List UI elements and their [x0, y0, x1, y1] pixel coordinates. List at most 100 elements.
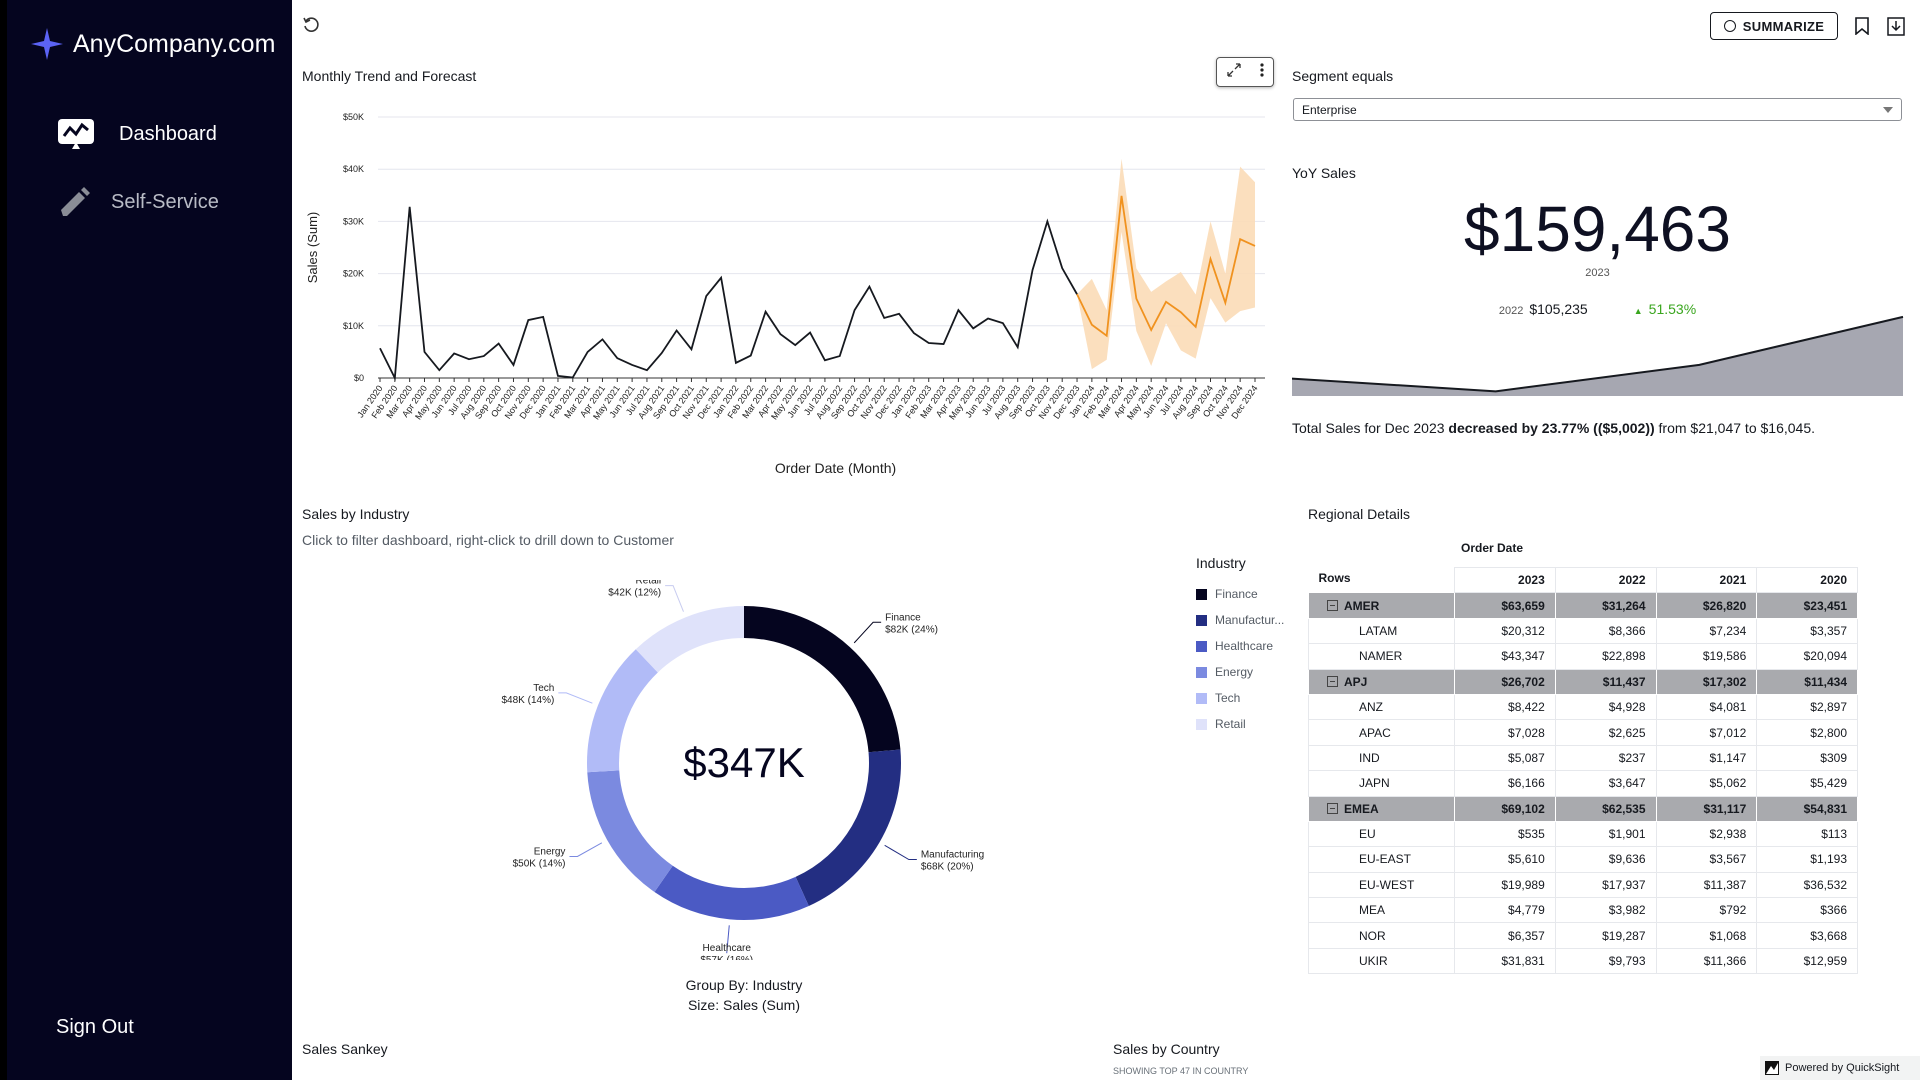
donut-slice-retail[interactable]: [635, 606, 744, 673]
group-by-label: Group By: Industry: [685, 977, 803, 993]
cell: $2,938: [1655, 820, 1758, 848]
table-row[interactable]: JAPN $6,166 $3,647 $5,062 $5,429: [1308, 770, 1858, 797]
kpi-comparison: 2022 $105,235 ▲ 51.53%: [1292, 301, 1903, 317]
row-header: NAMER: [1308, 643, 1455, 670]
cell: $3,357: [1756, 617, 1858, 645]
legend-title: Industry: [1196, 555, 1246, 571]
cell: $62,535: [1554, 795, 1657, 822]
slice-value-label: $82K (24%): [885, 624, 938, 635]
year-header[interactable]: 2021: [1655, 566, 1758, 594]
table-row[interactable]: MEA $4,779 $3,982 $792 $366: [1308, 897, 1858, 924]
table-row[interactable]: LATAM $20,312 $8,366 $7,234 $3,357: [1308, 617, 1858, 645]
table-row-group[interactable]: APJ $26,702 $11,437 $17,302 $11,434: [1308, 668, 1858, 695]
leader-line: [884, 844, 917, 860]
donut-slice-healthcare[interactable]: [654, 865, 809, 920]
table-row[interactable]: NAMER $43,347 $22,898 $19,586 $20,094: [1308, 643, 1858, 670]
sidebar-item-dashboard[interactable]: Dashboard: [57, 118, 217, 150]
narrative-highlight: decreased by 23.77% (($5,002)): [1448, 420, 1655, 436]
table-row[interactable]: EU-WEST $19,989 $17,937 $11,387 $36,532: [1308, 871, 1858, 899]
legend-label: Energy: [1215, 665, 1254, 679]
cell: $31,117: [1655, 795, 1758, 822]
refresh-icon[interactable]: [301, 15, 321, 35]
compare-period: 2022: [1498, 305, 1524, 317]
cell: $11,366: [1655, 947, 1758, 975]
slice-value-label: $57K (16%): [700, 955, 753, 960]
leader-line: [726, 925, 730, 954]
sidebar-label: Dashboard: [119, 122, 217, 145]
cell: $1,147: [1655, 744, 1758, 772]
table-row-group[interactable]: EMEA $69,102 $62,535 $31,117 $54,831: [1308, 795, 1858, 822]
brand-name: AnyCompany.com: [73, 29, 276, 58]
row-header: MEA: [1308, 897, 1455, 924]
sankey-title: Sales Sankey: [302, 1041, 388, 1057]
dashboard-icon: [58, 119, 94, 149]
table-row-group[interactable]: AMER $63,659 $31,264 $26,820 $23,451: [1308, 592, 1858, 619]
segment-dropdown[interactable]: Enterprise: [1293, 98, 1902, 121]
row-header[interactable]: APJ: [1308, 668, 1455, 695]
table-row[interactable]: NOR $6,357 $19,287 $1,068 $3,668: [1308, 922, 1858, 949]
cell: $3,647: [1554, 770, 1657, 797]
up-arrow-icon: ▲: [1633, 306, 1643, 316]
sign-out-link[interactable]: Sign Out: [56, 1016, 134, 1038]
powered-by-badge[interactable]: Powered by QuickSight: [1760, 1056, 1920, 1080]
donut-slice-finance[interactable]: [744, 606, 901, 753]
year-header[interactable]: 2020: [1756, 566, 1858, 594]
trend-title: Monthly Trend and Forecast: [302, 68, 477, 84]
slice-category-label: Energy: [534, 846, 566, 857]
sparkline-line: [1292, 315, 1904, 393]
cell: $4,081: [1655, 693, 1758, 721]
cell: $43,347: [1454, 643, 1556, 670]
cell: $9,636: [1554, 846, 1657, 873]
narrative-text: Total Sales for Dec 2023: [1292, 420, 1449, 436]
y-tick-label: $20K: [343, 269, 364, 279]
cell: $4,928: [1554, 693, 1657, 721]
table-row[interactable]: UKIR $31,831 $9,793 $11,366 $12,959: [1308, 947, 1858, 975]
collapse-icon[interactable]: [1327, 599, 1338, 611]
table-row[interactable]: APAC $7,028 $2,625 $7,012 $2,800: [1308, 719, 1858, 746]
legend-item[interactable]: Retail: [1196, 711, 1284, 737]
more-options-icon[interactable]: [1259, 62, 1265, 83]
sidebar-item-self-service[interactable]: Self-Service: [57, 186, 219, 218]
legend-item[interactable]: Tech: [1196, 685, 1284, 711]
powered-by-text: Powered by QuickSight: [1785, 1062, 1900, 1074]
table-row[interactable]: EU-EAST $5,610 $9,636 $3,567 $1,193: [1308, 846, 1858, 873]
slice-category-label: Healthcare: [703, 943, 752, 954]
row-header[interactable]: EMEA: [1308, 795, 1455, 822]
donut-slice-tech[interactable]: [587, 649, 658, 773]
cell: $11,387: [1655, 871, 1758, 899]
brand-logo[interactable]: AnyCompany.com: [29, 26, 275, 62]
donut-slice-energy[interactable]: [587, 770, 673, 892]
table-row[interactable]: IND $5,087 $237 $1,147 $309: [1308, 744, 1858, 772]
collapse-icon[interactable]: [1327, 802, 1338, 814]
legend-item[interactable]: Energy: [1196, 659, 1284, 685]
cell: $1,193: [1756, 846, 1858, 873]
legend-item[interactable]: Manufactur...: [1196, 607, 1284, 633]
year-header[interactable]: 2023: [1454, 566, 1556, 594]
cell: $366: [1756, 897, 1858, 924]
legend-label: Healthcare: [1215, 639, 1274, 653]
leader-line: [558, 692, 593, 704]
download-icon[interactable]: [1885, 14, 1907, 38]
table-row[interactable]: EU $535 $1,901 $2,938 $113: [1308, 820, 1858, 848]
legend-item[interactable]: Finance: [1196, 581, 1284, 607]
row-header: EU: [1308, 820, 1455, 848]
donut-slice-manufacturing[interactable]: [795, 749, 901, 906]
visual-controls: [1216, 57, 1274, 87]
summarize-button[interactable]: SUMMARIZE: [1710, 12, 1838, 40]
cell: $2,800: [1756, 719, 1858, 746]
legend-item[interactable]: Healthcare: [1196, 633, 1284, 659]
expand-icon[interactable]: [1226, 62, 1242, 83]
sparkle-icon: [31, 28, 63, 60]
bookmark-icon[interactable]: [1852, 14, 1872, 38]
donut-chart[interactable]: Finance$82K (24%) Manufacturing$68K (20%)…: [480, 580, 1020, 960]
y-tick-label: $30K: [343, 216, 364, 226]
forecast-band: [1077, 158, 1255, 370]
year-header[interactable]: 2022: [1554, 566, 1657, 594]
row-header[interactable]: AMER: [1308, 592, 1455, 619]
legend-swatch: [1196, 640, 1207, 652]
table-row[interactable]: ANZ $8,422 $4,928 $4,081 $2,897: [1308, 693, 1858, 721]
cell: $69,102: [1454, 795, 1556, 822]
y-tick-label: $10K: [343, 321, 364, 331]
collapse-icon[interactable]: [1327, 675, 1338, 687]
